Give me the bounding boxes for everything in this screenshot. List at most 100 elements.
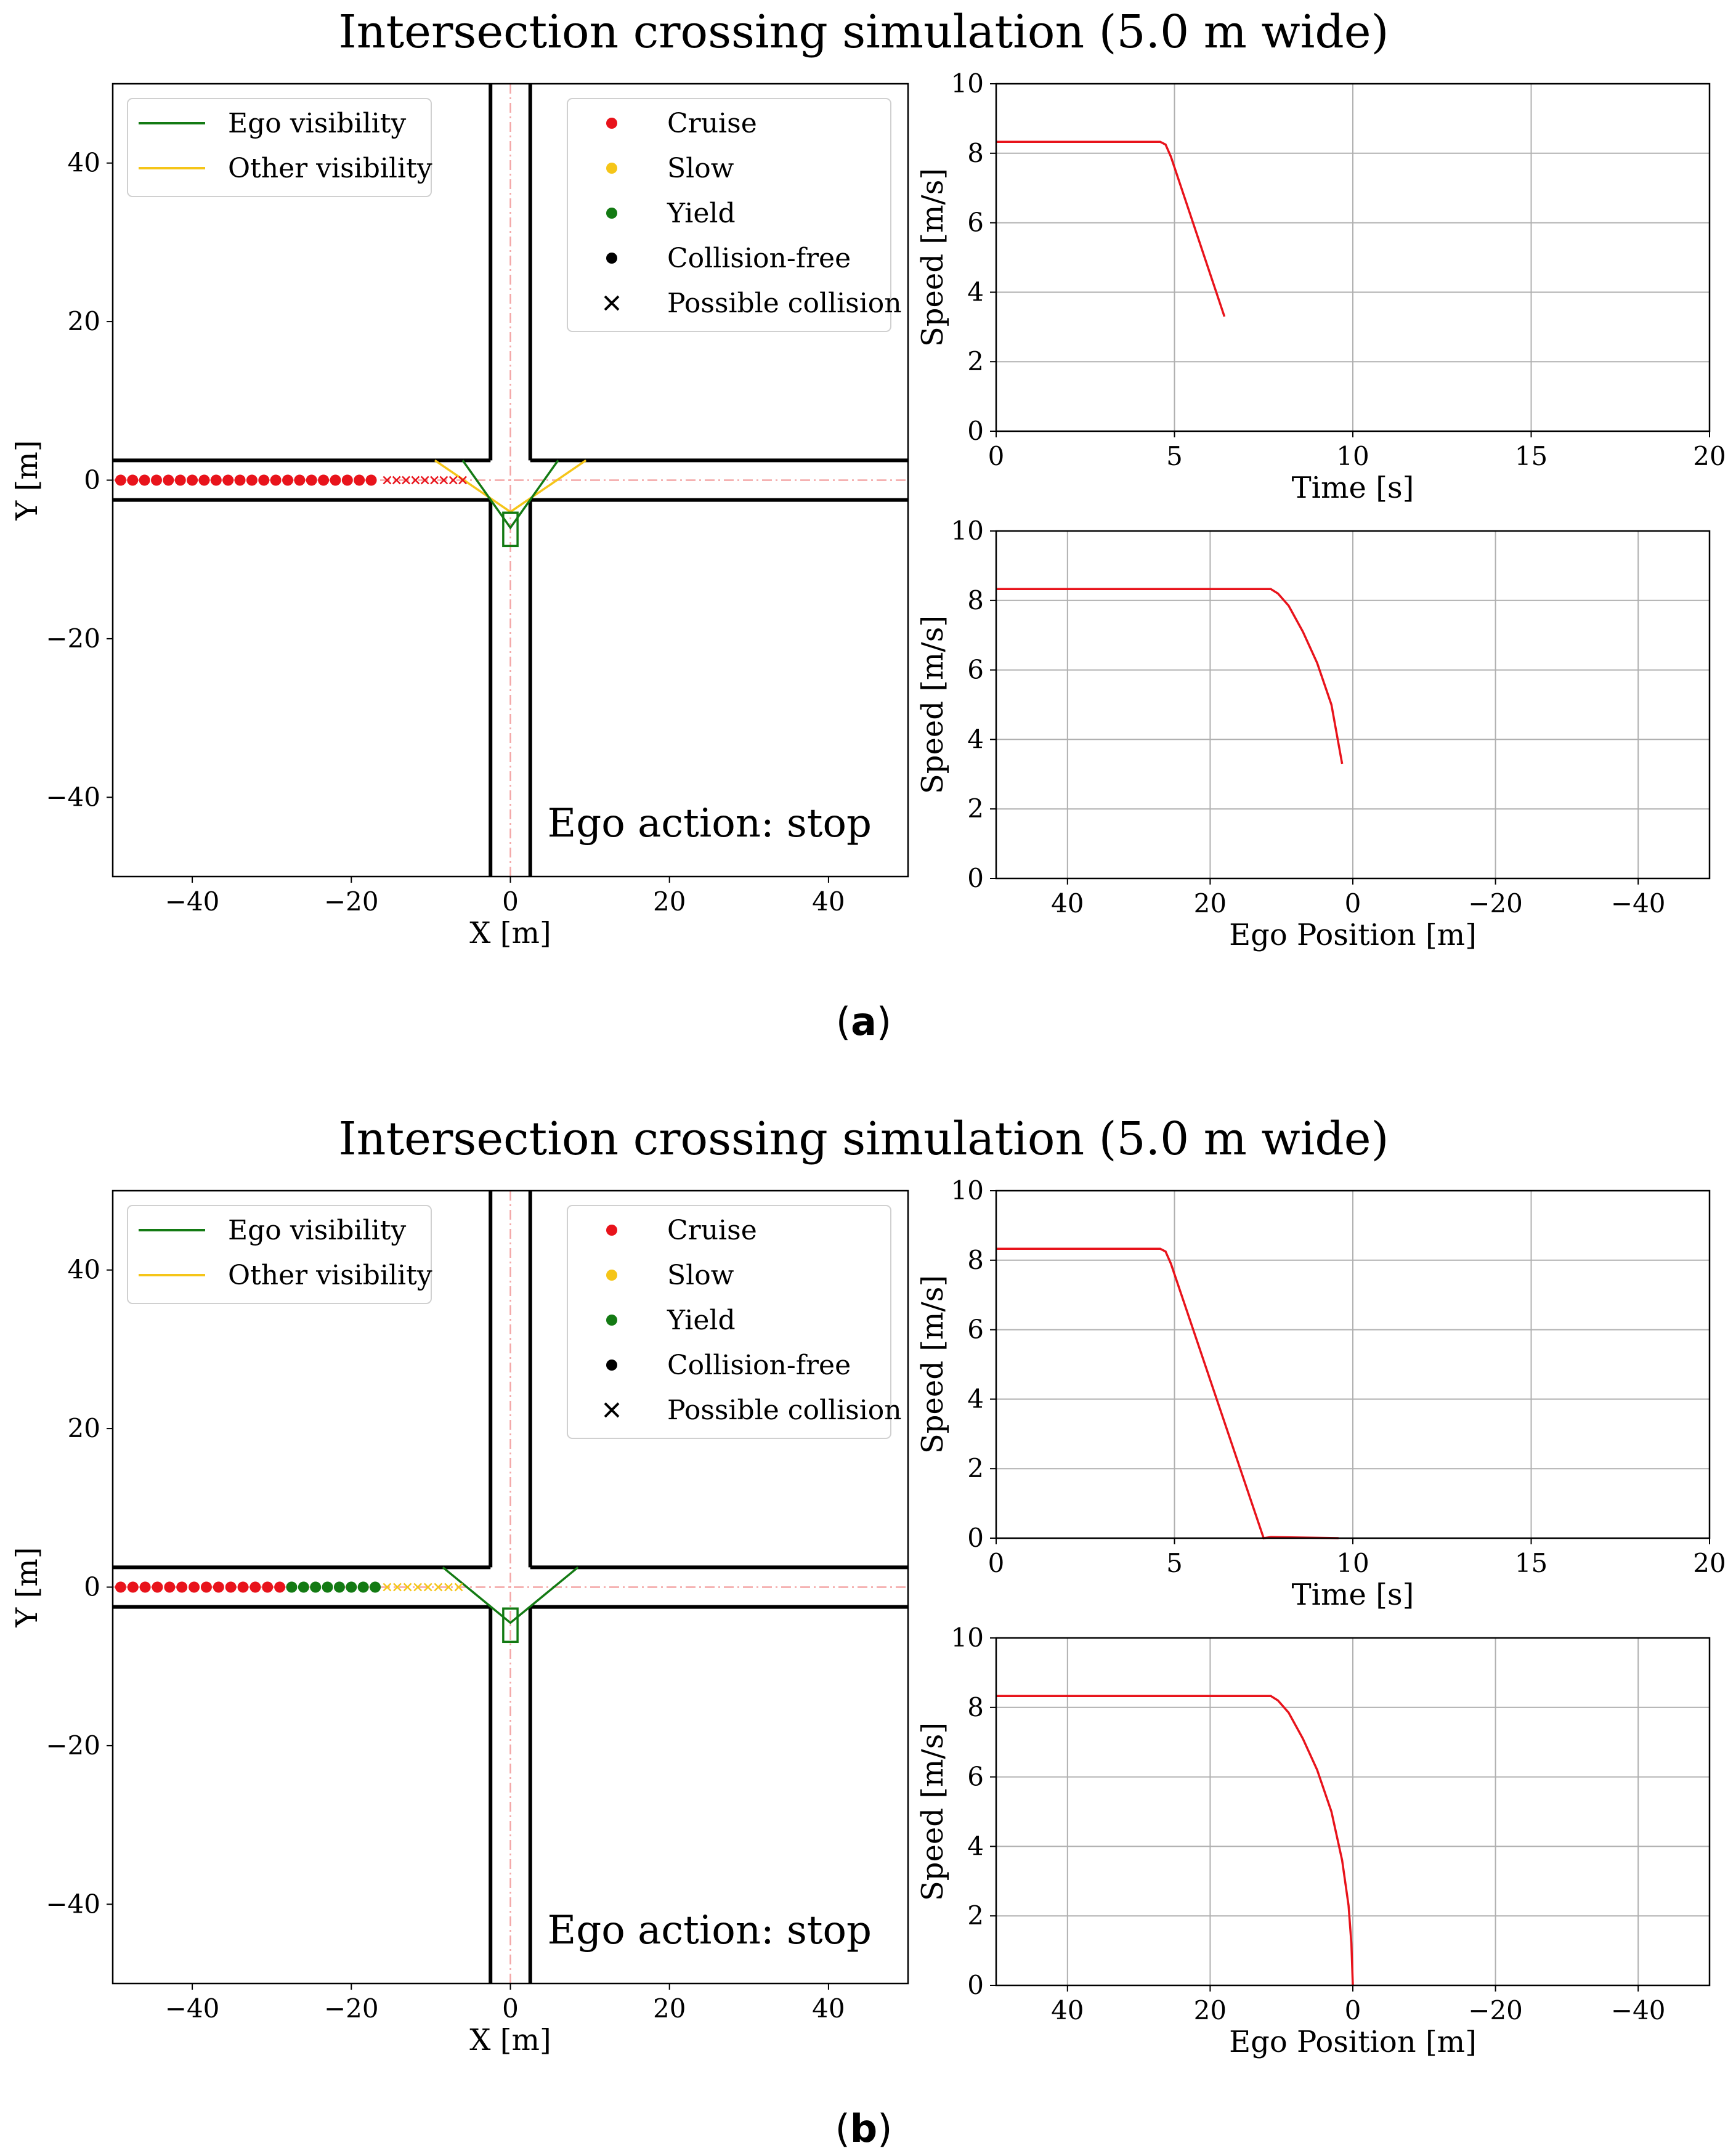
speed-position-chart-axes-frame <box>995 1637 1711 1987</box>
legend-marker <box>606 1270 617 1281</box>
caption-paren-open: ( <box>836 999 851 1044</box>
y-tick-label: 6 <box>967 1762 984 1792</box>
legend-label: Collision-free <box>667 243 851 274</box>
y-tick-label: 0 <box>967 416 984 446</box>
traffic-point <box>174 474 186 486</box>
x-tick-label: −40 <box>1611 1995 1666 2025</box>
traffic-point-x <box>454 1583 463 1592</box>
y-tick-label: 0 <box>967 1523 984 1553</box>
x-tick-label: 0 <box>1345 888 1361 918</box>
legend-label: Other visibility <box>228 1260 432 1291</box>
x-tick-label: −40 <box>1611 888 1666 918</box>
legend-label: Slow <box>667 153 734 184</box>
x-axis-label: Ego Position [m] <box>1229 2025 1477 2059</box>
speed-position-chart-series <box>996 1695 1354 1986</box>
traffic-point <box>333 1581 345 1593</box>
legend-label: Other visibility <box>228 153 432 184</box>
x-tick-label: 20 <box>1693 441 1726 471</box>
x-tick-label: 0 <box>988 441 1005 471</box>
traffic-point <box>200 1581 212 1593</box>
traffic-point <box>330 474 341 486</box>
x-tick-label: −20 <box>1468 888 1523 918</box>
ego-vehicle <box>502 1607 519 1643</box>
y-tick-label: 8 <box>967 138 984 168</box>
x-axis-label: X [m] <box>469 2023 551 2057</box>
x-tick-label: 10 <box>1336 1548 1369 1578</box>
speed-position-chart-axes-frame <box>995 530 1711 880</box>
visibility-legend: Ego visibility Other visibility <box>127 98 432 197</box>
traffic-point <box>152 1581 163 1593</box>
y-tick-label: 10 <box>951 68 984 99</box>
caption-paren-close: ) <box>877 2106 892 2151</box>
legend-marker <box>606 253 617 264</box>
y-tick-label: 2 <box>967 1453 984 1483</box>
x-tick-label: 40 <box>1051 888 1084 918</box>
traffic-point <box>246 474 258 486</box>
y-axis-label: Speed [m/s] <box>915 1722 950 1901</box>
x-axis-label: Time [s] <box>1292 471 1414 505</box>
visibility-legend: Ego visibility Other visibility <box>127 1205 432 1304</box>
legend-label: Possible collision <box>667 1395 902 1426</box>
ego-vehicle <box>502 511 519 548</box>
y-tick-label: 10 <box>951 1623 984 1653</box>
traffic-point <box>370 1581 381 1593</box>
speed-position-chart-series <box>996 588 1344 764</box>
x-tick-label: 15 <box>1515 1548 1547 1578</box>
y-axis-label: Y [m] <box>10 1547 44 1628</box>
y-tick-label: 6 <box>967 655 984 685</box>
y-tick-label: 4 <box>967 724 984 754</box>
x-tick-label: 0 <box>988 1548 1005 1578</box>
traffic-point <box>187 474 198 486</box>
legend-marker <box>606 1225 617 1236</box>
traffic-point <box>354 474 365 486</box>
x-tick-label: 5 <box>1166 441 1183 471</box>
speed-time-chart-axes-frame <box>995 1189 1711 1539</box>
traffic-point-x <box>458 476 467 485</box>
traffic-point-x <box>403 1583 412 1592</box>
y-tick-label: 8 <box>967 1245 984 1275</box>
y-axis-label: Y [m] <box>10 440 44 521</box>
legend-label: Possible collision <box>667 288 902 319</box>
y-tick-label: 8 <box>967 1692 984 1722</box>
traffic-point <box>163 474 174 486</box>
speed-time-chart-axes-frame <box>995 83 1711 432</box>
traffic-point-x <box>430 476 439 485</box>
traffic-point <box>322 1581 333 1593</box>
traffic-point-x <box>413 1583 423 1592</box>
x-axis-label: X [m] <box>469 916 551 950</box>
y-tick-label: 0 <box>84 1572 100 1602</box>
legend-label: Yield <box>667 1305 736 1336</box>
traffic-point <box>258 474 270 486</box>
marker-legend: Cruise Slow Yield Collision-free Possible co… <box>567 1205 902 1439</box>
y-tick-label: 8 <box>967 585 984 615</box>
traffic-point-x <box>423 1583 432 1592</box>
traffic-point-x <box>393 1583 402 1592</box>
x-tick-label: 0 <box>1345 1995 1361 2025</box>
traffic-point <box>151 474 163 486</box>
x-tick-label: 0 <box>502 886 519 917</box>
traffic-point <box>225 1581 237 1593</box>
legend-marker-x <box>604 295 620 311</box>
x-tick-label: −40 <box>165 1993 220 2024</box>
caption-letter: b <box>850 2106 877 2151</box>
y-tick-label: −20 <box>46 623 100 654</box>
y-axis-label: Speed [m/s] <box>915 1275 950 1454</box>
caption-letter: a <box>851 999 877 1044</box>
legend-marker <box>606 118 617 129</box>
ego-visibility-line <box>442 1566 579 1624</box>
panel-caption: (b) <box>835 2106 893 2151</box>
traffic-point <box>237 1581 249 1593</box>
ego-action-label: Ego action: stop <box>548 801 872 846</box>
traffic-point-x <box>420 476 429 485</box>
x-tick-label: 20 <box>1693 1548 1726 1578</box>
traffic-point <box>310 1581 322 1593</box>
traffic-point <box>115 1581 126 1593</box>
y-tick-label: 4 <box>967 1384 984 1414</box>
ego-visibility-line <box>461 460 559 530</box>
panel-title: Intersection crossing simulation (5.0 m … <box>339 6 1389 59</box>
y-tick-label: 4 <box>967 277 984 307</box>
x-tick-label: 40 <box>812 886 845 917</box>
x-tick-label: −40 <box>165 886 220 917</box>
y-axis-label: Speed [m/s] <box>915 168 950 347</box>
